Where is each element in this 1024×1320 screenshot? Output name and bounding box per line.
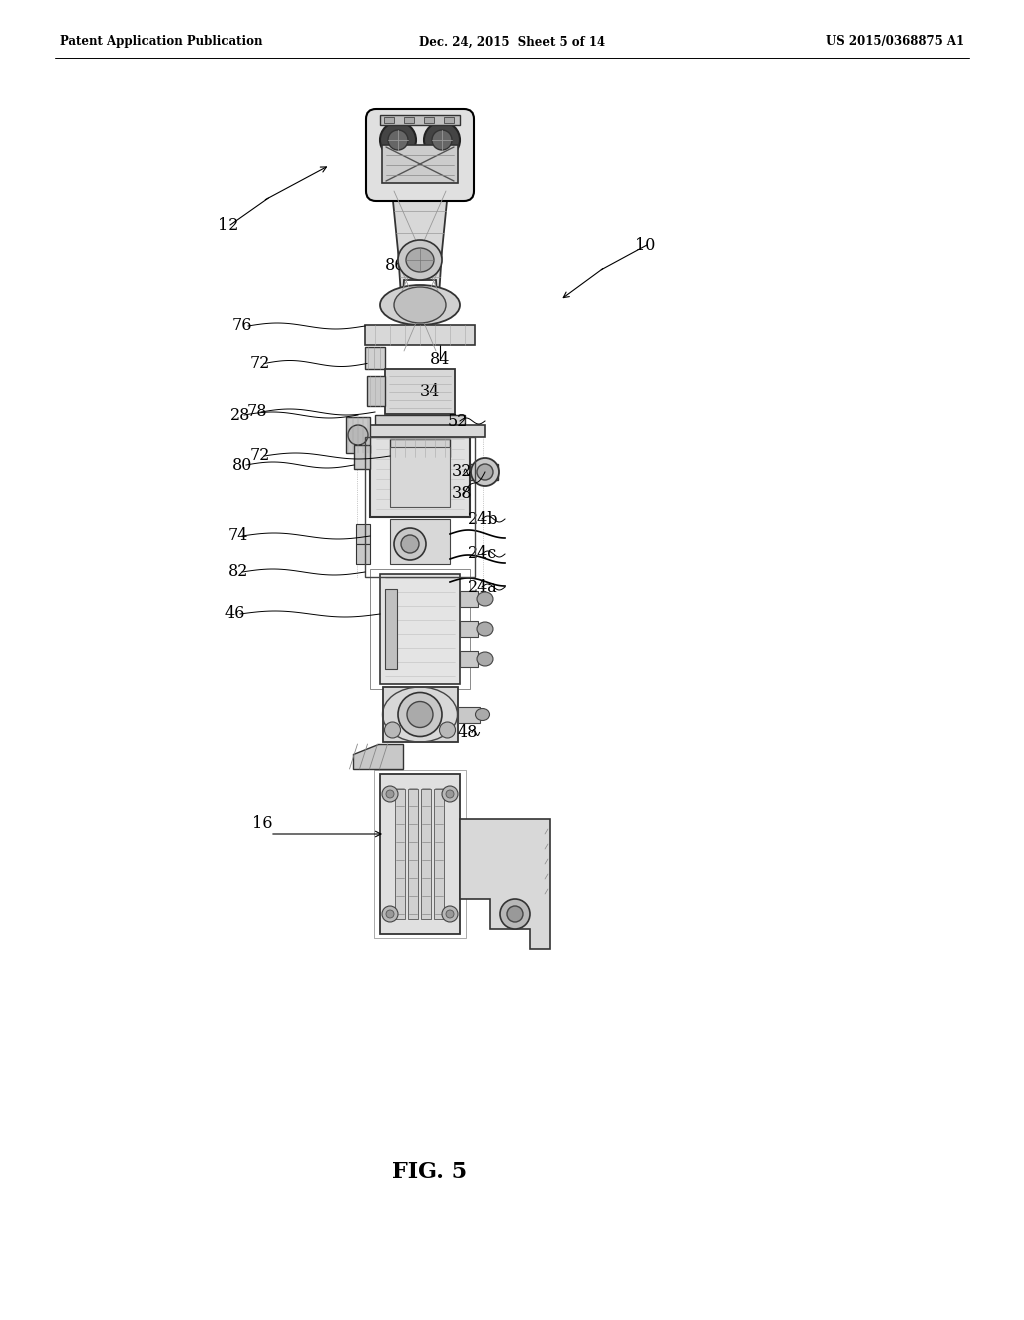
Bar bbox=[434, 789, 444, 919]
Ellipse shape bbox=[398, 693, 442, 737]
Text: 82: 82 bbox=[228, 564, 249, 581]
FancyBboxPatch shape bbox=[366, 110, 474, 201]
Bar bbox=[424, 117, 434, 123]
Text: 80: 80 bbox=[232, 457, 252, 474]
Ellipse shape bbox=[439, 722, 456, 738]
Text: 32: 32 bbox=[452, 463, 472, 480]
Ellipse shape bbox=[475, 709, 489, 721]
Bar bbox=[390, 440, 450, 457]
Polygon shape bbox=[352, 744, 402, 770]
Ellipse shape bbox=[446, 789, 454, 799]
Bar bbox=[367, 376, 385, 407]
Ellipse shape bbox=[388, 129, 408, 150]
Bar bbox=[383, 686, 458, 742]
Text: Dec. 24, 2015  Sheet 5 of 14: Dec. 24, 2015 Sheet 5 of 14 bbox=[419, 36, 605, 49]
Ellipse shape bbox=[398, 240, 442, 280]
Ellipse shape bbox=[380, 285, 460, 325]
Ellipse shape bbox=[477, 622, 493, 636]
Bar bbox=[458, 706, 479, 722]
Bar bbox=[460, 651, 478, 667]
Ellipse shape bbox=[386, 789, 394, 799]
Ellipse shape bbox=[386, 909, 394, 917]
Bar bbox=[421, 789, 431, 919]
Text: 52: 52 bbox=[449, 412, 468, 429]
Bar bbox=[380, 115, 460, 125]
Ellipse shape bbox=[406, 248, 434, 272]
Text: 34: 34 bbox=[420, 383, 440, 400]
Polygon shape bbox=[460, 818, 550, 949]
Text: 10: 10 bbox=[635, 236, 655, 253]
Text: 24b: 24b bbox=[468, 511, 499, 528]
Bar bbox=[354, 445, 370, 469]
Bar bbox=[382, 145, 458, 183]
Text: 76: 76 bbox=[232, 318, 253, 334]
Bar bbox=[346, 417, 370, 453]
Ellipse shape bbox=[394, 528, 426, 560]
Text: 48: 48 bbox=[458, 723, 478, 741]
Ellipse shape bbox=[394, 286, 446, 323]
Bar bbox=[356, 544, 370, 564]
Bar bbox=[355, 425, 485, 437]
Bar bbox=[384, 117, 394, 123]
Bar bbox=[370, 569, 470, 689]
Bar bbox=[365, 325, 475, 345]
Bar bbox=[380, 774, 460, 935]
Text: 72: 72 bbox=[250, 447, 270, 465]
Text: 12: 12 bbox=[218, 216, 239, 234]
Ellipse shape bbox=[477, 465, 493, 480]
Ellipse shape bbox=[442, 906, 458, 921]
Ellipse shape bbox=[477, 591, 493, 606]
Ellipse shape bbox=[384, 722, 400, 738]
Text: 84: 84 bbox=[430, 351, 451, 368]
Text: 28: 28 bbox=[230, 407, 251, 424]
Bar bbox=[390, 447, 450, 507]
Ellipse shape bbox=[471, 458, 499, 486]
Text: 86: 86 bbox=[385, 256, 406, 273]
Text: Patent Application Publication: Patent Application Publication bbox=[60, 36, 262, 49]
Ellipse shape bbox=[424, 121, 460, 158]
Bar bbox=[370, 437, 470, 517]
Polygon shape bbox=[392, 191, 449, 312]
Ellipse shape bbox=[442, 785, 458, 803]
Bar bbox=[404, 117, 414, 123]
Text: 74: 74 bbox=[228, 528, 249, 544]
Bar bbox=[390, 519, 450, 564]
Ellipse shape bbox=[446, 909, 454, 917]
Ellipse shape bbox=[407, 701, 433, 727]
Bar bbox=[365, 437, 475, 577]
Text: 24c: 24c bbox=[468, 545, 498, 562]
Bar bbox=[408, 789, 418, 919]
Text: US 2015/0368875 A1: US 2015/0368875 A1 bbox=[826, 36, 964, 49]
Bar bbox=[374, 770, 466, 939]
Text: 24a: 24a bbox=[468, 578, 498, 595]
Bar bbox=[395, 789, 406, 919]
Ellipse shape bbox=[477, 652, 493, 667]
Text: 38: 38 bbox=[452, 486, 472, 503]
Bar bbox=[444, 117, 454, 123]
Ellipse shape bbox=[382, 785, 398, 803]
Bar bbox=[375, 414, 465, 425]
Text: 78: 78 bbox=[247, 404, 267, 421]
Bar bbox=[470, 465, 498, 480]
Bar bbox=[460, 620, 478, 638]
Bar bbox=[356, 524, 370, 544]
Ellipse shape bbox=[507, 906, 523, 921]
Bar bbox=[385, 370, 455, 414]
Bar bbox=[385, 589, 397, 669]
Bar bbox=[460, 591, 478, 607]
Text: 72: 72 bbox=[250, 355, 270, 372]
Ellipse shape bbox=[401, 535, 419, 553]
Ellipse shape bbox=[348, 425, 368, 445]
Ellipse shape bbox=[500, 899, 530, 929]
Ellipse shape bbox=[432, 129, 452, 150]
Bar bbox=[380, 574, 460, 684]
Bar bbox=[365, 347, 385, 370]
Ellipse shape bbox=[382, 906, 398, 921]
Ellipse shape bbox=[380, 121, 416, 158]
Text: FIG. 5: FIG. 5 bbox=[392, 1162, 468, 1183]
Text: 16: 16 bbox=[252, 816, 272, 833]
Text: 46: 46 bbox=[225, 606, 246, 623]
